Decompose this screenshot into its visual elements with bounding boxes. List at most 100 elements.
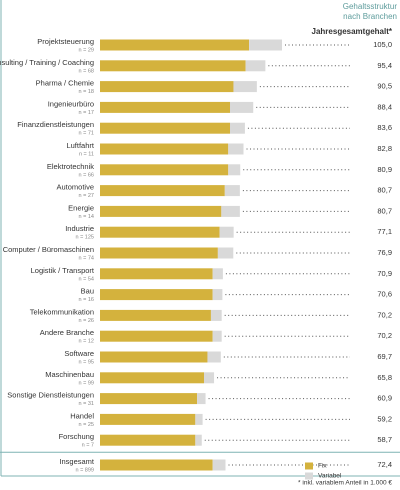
total-label: 88,4 [377, 102, 392, 111]
category-label: Ingenieurbüro [48, 99, 94, 108]
bar-segment [100, 413, 196, 425]
total-label: 77,1 [377, 227, 392, 236]
sample-size: n = 71 [79, 131, 94, 137]
bar-segment [100, 60, 246, 72]
bar-segment [100, 372, 204, 384]
sample-size: n = 54 [79, 276, 94, 282]
total-label: 59,2 [377, 414, 392, 423]
sample-size: n = 12 [79, 339, 94, 345]
bar-segment [228, 164, 241, 176]
bar-segment [245, 60, 266, 72]
total-label: 80,7 [377, 206, 392, 215]
legend-swatch [305, 462, 313, 470]
sample-size: n = 14 [79, 214, 94, 220]
bar-segment [100, 143, 229, 155]
total-label: 95,4 [377, 61, 392, 70]
category-label: Finanzdienstleistungen [17, 120, 94, 129]
bar-segment [207, 351, 221, 363]
bar-segment [100, 205, 222, 217]
total-label: 65,8 [377, 373, 392, 382]
bar-segment [230, 122, 245, 134]
category-label: Sonstige Dienstleistungen [7, 391, 94, 400]
total-label: 76,9 [377, 248, 392, 257]
bar-segment [195, 413, 203, 425]
bar-segment [212, 330, 222, 342]
category-label: Automotive [56, 183, 94, 192]
total-label: 69,7 [377, 352, 392, 361]
value-header: Jahresgesamtgehalt* [312, 27, 393, 36]
category-label: Maschinenbau [45, 370, 94, 379]
total-label: 80,9 [377, 165, 392, 174]
sample-size: n = 95 [79, 359, 94, 365]
bar-segment [100, 81, 234, 93]
bar-segment [100, 122, 230, 134]
bar-segment [221, 205, 240, 217]
category-label: Pharma / Chemie [36, 79, 94, 88]
sample-size: n = 7 [82, 443, 94, 449]
chart-title: nach Branchen [343, 12, 397, 21]
bar-segment [100, 247, 218, 259]
sample-size: n = 99 [79, 380, 94, 386]
category-label: Luftfahrt [66, 141, 94, 150]
total-label: 83,6 [377, 123, 392, 132]
category-label: Consulting / Training / Coaching [0, 58, 94, 67]
bar-segment [100, 459, 213, 471]
legend-swatch [305, 472, 313, 480]
bar-segment [233, 81, 257, 93]
category-label: Software [64, 349, 94, 358]
total-label: 72,4 [377, 460, 392, 469]
category-label: Energie [68, 203, 94, 212]
category-label: Computer / Büromaschinen [3, 245, 94, 254]
bar-segment [210, 309, 222, 321]
total-label: 70,2 [377, 310, 392, 319]
bar-segment [100, 39, 250, 51]
total-label: 70,2 [377, 331, 392, 340]
bar-segment [217, 247, 234, 259]
bar-segment [100, 226, 220, 238]
bar-segment [197, 393, 206, 405]
sample-size: n = 27 [79, 193, 94, 199]
sample-size: n = 899 [75, 467, 94, 473]
bar-segment [230, 101, 254, 113]
bar-segment [212, 268, 223, 280]
bar-segment [100, 289, 213, 301]
total-label: 58,7 [377, 435, 392, 444]
bar-segment [100, 393, 198, 405]
sample-size: n = 66 [79, 172, 94, 178]
bar-segment [100, 101, 230, 113]
legend-label: Variabel [318, 473, 342, 480]
sample-size: n = 29 [79, 47, 94, 53]
bar-segment [249, 39, 282, 51]
legend-label: Fix [318, 463, 327, 470]
bar-segment [100, 185, 225, 197]
sample-size: n = 31 [79, 401, 94, 407]
bar-segment [100, 351, 208, 363]
sample-size: n = 17 [79, 110, 94, 116]
bar-segment [100, 268, 213, 280]
bar-segment [212, 459, 226, 471]
sample-size: n = 11 [79, 151, 94, 157]
bar-segment [219, 226, 234, 238]
category-label: Forschung [59, 432, 94, 441]
category-label: Andere Branche [40, 328, 94, 337]
bar-segment [195, 434, 202, 446]
total-label: 60,9 [377, 394, 392, 403]
category-label: Bau [81, 287, 94, 296]
sample-size: n = 16 [79, 297, 94, 303]
bar-segment [228, 143, 244, 155]
bar-segment [100, 434, 196, 446]
category-label: Telekommunikation [30, 307, 94, 316]
category-label: Projektsteuerung [37, 37, 94, 46]
category-label: Insgesamt [59, 457, 95, 466]
sample-size: n = 26 [79, 318, 94, 324]
total-label: 82,8 [377, 144, 392, 153]
sample-size: n = 125 [75, 235, 94, 241]
category-label: Industrie [65, 224, 94, 233]
category-label: Elektrotechnik [47, 162, 94, 171]
total-label: 70,6 [377, 290, 392, 299]
category-label: Logistik / Transport [31, 266, 95, 275]
chart-title: Gehaltsstruktur [343, 2, 398, 11]
total-label: 90,5 [377, 82, 392, 91]
sample-size: n = 74 [79, 255, 94, 261]
